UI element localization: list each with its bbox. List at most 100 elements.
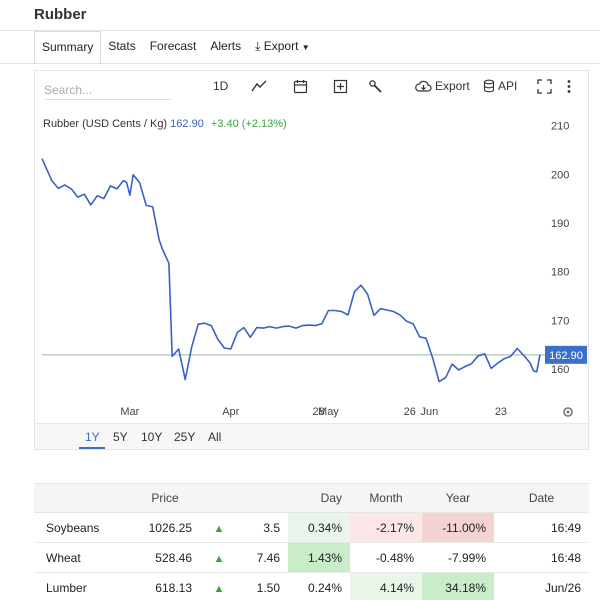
chart-toolbar: 1D Export API [35, 71, 588, 105]
tab-label: Alerts [210, 39, 242, 53]
tab-label: Export [263, 39, 299, 53]
tab-bar: Summary Stats Forecast Alerts ⤓ Export ▼ [34, 31, 317, 64]
period-10y[interactable]: 10Y [141, 430, 163, 444]
tab-label: Summary [42, 40, 94, 54]
commodity-price: 1026.25 [130, 512, 200, 543]
commodity-name[interactable]: Wheat [34, 542, 130, 573]
last-price-label: 162.90 [549, 350, 583, 362]
series-line-rubber[interactable] [41, 158, 541, 383]
x-tick-label: Mar [120, 406, 139, 418]
x-tick-label: 23 [495, 406, 507, 418]
caret-down-icon: ▼ [301, 43, 310, 52]
settings-gear[interactable] [563, 407, 573, 417]
legend-change: +3.40 (+2.13%) [210, 118, 287, 130]
commodity-day: 1.43% [288, 542, 350, 573]
col-header-month: Month [350, 483, 422, 513]
page-title: Rubber [34, 6, 87, 23]
table-row[interactable]: Lumber 618.13 ▲ 1.50 0.24% 4.14% 34.18% … [34, 572, 589, 600]
wrench-icon [369, 80, 382, 93]
indicators-button[interactable] [368, 79, 383, 94]
y-tick-label: 200 [551, 169, 569, 181]
api-button[interactable]: API [483, 79, 517, 93]
fullscreen-button[interactable] [537, 79, 552, 94]
col-header-arrow [200, 483, 238, 513]
add-box-icon [333, 79, 348, 94]
tabs-divider [0, 63, 600, 64]
commodity-day: 0.24% [288, 572, 350, 600]
table-row[interactable]: Soybeans 1026.25 ▲ 3.5 0.34% -2.17% -11.… [34, 512, 589, 543]
x-tick-label: Apr [222, 406, 239, 418]
export-label: Export [435, 79, 470, 93]
commodity-date: 16:49 [494, 512, 589, 543]
date-range-button[interactable] [293, 79, 308, 94]
legend-symbol: Rubber (USD Cents / Kg) [43, 118, 168, 130]
legend-price: 162.90 [170, 118, 204, 130]
col-header-price: Price [130, 483, 200, 513]
active-period-indicator [79, 447, 105, 449]
markets-table: Price Day Month Year Date Soybeans 1026.… [34, 483, 589, 600]
interval-button[interactable]: 1D [213, 79, 228, 93]
commodity-change: 7.46 [238, 542, 288, 573]
database-icon [483, 79, 495, 93]
tab-label: Stats [108, 39, 136, 53]
tab-summary[interactable]: Summary [34, 31, 102, 64]
period-5y[interactable]: 5Y [113, 430, 128, 444]
up-arrow-icon: ▲ [213, 522, 225, 535]
commodity-month: -2.17% [350, 512, 422, 543]
search-input[interactable] [44, 80, 172, 100]
commodity-date: 16:48 [494, 542, 589, 573]
chart-type-button[interactable] [251, 79, 267, 93]
tab-label: Forecast [149, 39, 197, 53]
y-tick-label: 180 [551, 267, 569, 279]
commodity-year: -11.00% [422, 512, 494, 543]
col-header-year: Year [422, 483, 494, 513]
commodity-price: 528.46 [130, 542, 200, 573]
tab-forecast[interactable]: Forecast [143, 31, 204, 64]
compare-button[interactable] [333, 79, 348, 94]
cloud-download-icon [415, 80, 432, 92]
period-1y[interactable]: 1Y [85, 430, 100, 444]
more-button[interactable] [566, 79, 572, 94]
commodity-year: 34.18% [422, 572, 494, 600]
fullscreen-icon [537, 79, 552, 94]
y-tick-label: 190 [551, 218, 569, 230]
header-divider [0, 30, 600, 31]
commodity-month: -0.48% [350, 542, 422, 573]
col-header-date: Date [494, 483, 589, 513]
commodity-date: Jun/26 [494, 572, 589, 600]
tab-export[interactable]: ⤓ Export ▼ [248, 31, 317, 64]
col-header-day: Day [288, 483, 350, 513]
commodity-day: 0.34% [288, 512, 350, 543]
line-chart-icon [251, 80, 267, 92]
table-row[interactable]: Wheat 528.46 ▲ 7.46 1.43% -0.48% -7.99% … [34, 542, 589, 573]
y-tick-label: 210 [551, 121, 569, 133]
y-tick-label: 160 [551, 364, 569, 376]
commodity-name[interactable]: Lumber [34, 572, 130, 600]
api-label: API [498, 79, 518, 93]
up-arrow-icon: ▲ [213, 552, 225, 565]
period-selector: 1Y 5Y 10Y 25Y All [35, 423, 588, 449]
period-all[interactable]: All [208, 430, 222, 444]
col-header-change [238, 483, 288, 513]
up-arrow-icon: ▲ [213, 582, 225, 595]
table-header-row: Price Day Month Year Date [34, 483, 589, 513]
export-button[interactable]: Export [415, 79, 470, 93]
more-vertical-icon [567, 80, 571, 93]
gear-icon [563, 407, 573, 417]
commodity-change: 3.5 [238, 512, 288, 543]
x-tick-label: May [318, 406, 339, 418]
commodity-change: 1.50 [238, 572, 288, 600]
commodity-name[interactable]: Soybeans [34, 512, 130, 543]
commodity-price: 618.13 [130, 572, 200, 600]
chart-legend: Rubber (USD Cents / Kg) 162.90 +3.40 (+2… [43, 118, 287, 130]
tab-stats[interactable]: Stats [101, 31, 142, 64]
period-25y[interactable]: 25Y [174, 430, 196, 444]
interval-label: 1D [213, 79, 229, 93]
calendar-icon [293, 80, 308, 94]
tab-alerts[interactable]: Alerts [203, 31, 248, 64]
x-tick-label: 28 [313, 406, 325, 418]
commodity-month: 4.14% [350, 572, 422, 600]
commodity-year: -7.99% [422, 542, 494, 573]
